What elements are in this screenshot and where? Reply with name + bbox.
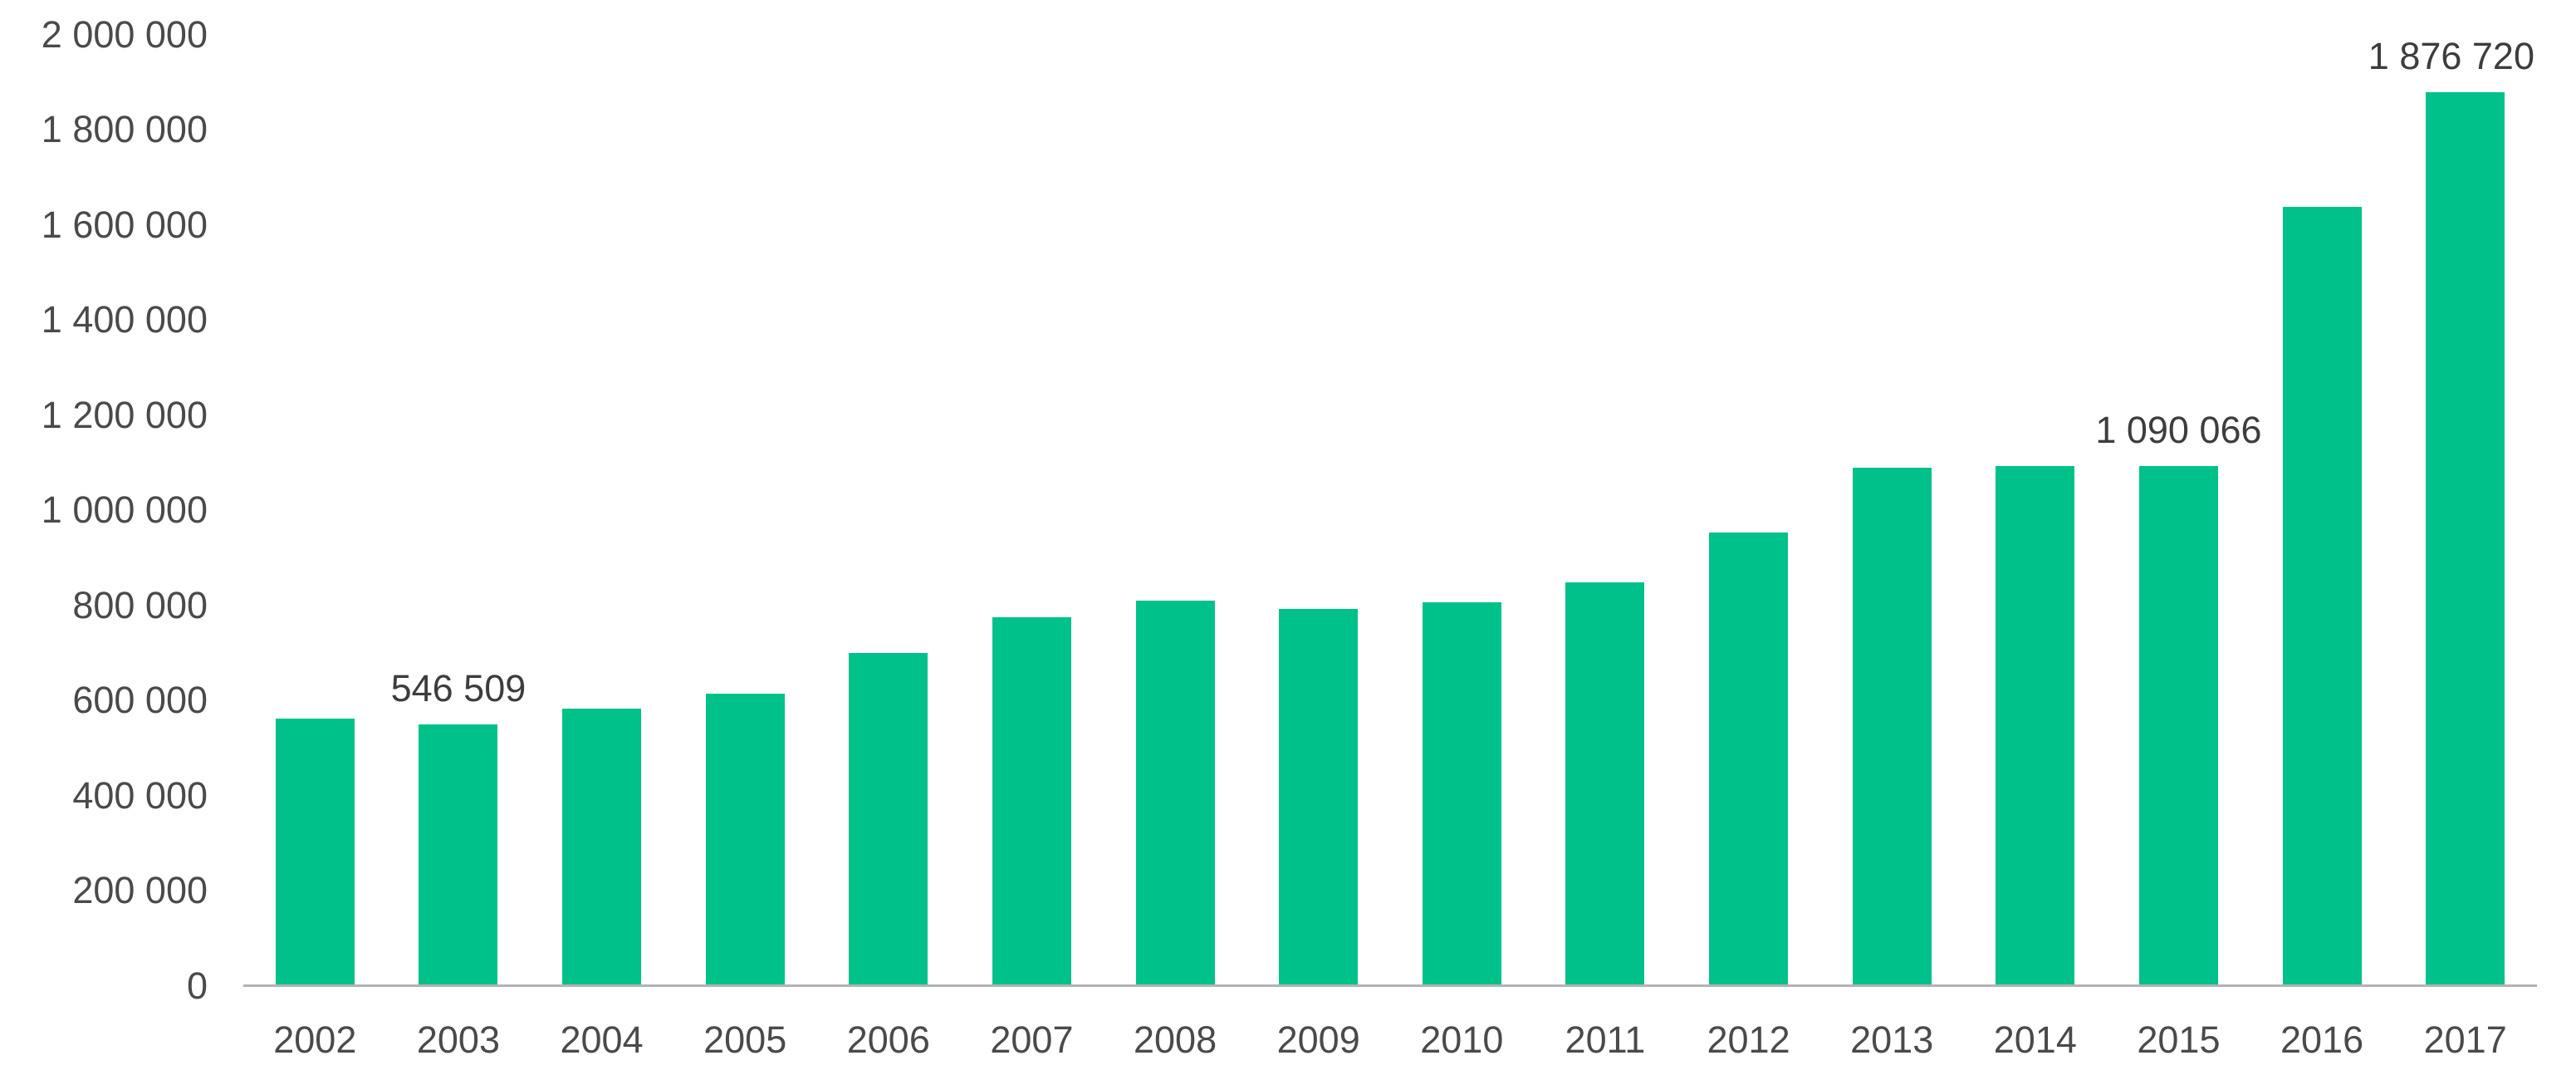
bar-2004 [562,708,642,984]
bar-2011 [1565,582,1645,984]
x-axis-label-2017: 2017 [2423,1019,2507,1061]
y-axis-tick-label: 2 000 000 [41,13,208,56]
bar-2009 [1279,609,1359,984]
bar-2013 [1852,467,1932,984]
y-axis-tick-label: 1 000 000 [41,488,208,532]
x-axis-label-2003: 2003 [416,1019,500,1061]
y-axis-tick-label: 1 800 000 [41,108,208,151]
bar-2007 [992,617,1071,984]
x-axis-label-2010: 2010 [1420,1019,1504,1061]
y-axis-tick-label: 800 000 [72,583,208,626]
y-axis-tick-label: 1 600 000 [41,203,208,246]
x-axis-label-2006: 2006 [846,1019,930,1061]
data-label-2003: 546 509 [390,667,526,710]
x-axis-label-2008: 2008 [1134,1019,1217,1061]
x-axis-label-2004: 2004 [560,1019,644,1061]
x-axis-label-2014: 2014 [1993,1019,2077,1061]
x-axis-label-2013: 2013 [1850,1019,1934,1061]
data-label-2015: 1 090 066 [2095,409,2262,452]
x-axis-line [243,984,2537,987]
bar-2005 [705,694,785,984]
y-axis-tick-label: 400 000 [72,773,208,817]
bar-2010 [1422,602,1501,984]
x-axis-label-2002: 2002 [273,1019,357,1061]
y-axis-tick-label: 600 000 [72,679,208,722]
y-axis-tick-label: 200 000 [72,869,208,912]
bar-2015 [2138,466,2218,984]
y-axis-tick-label: 1 200 000 [41,393,208,436]
x-axis-label-2015: 2015 [2137,1019,2221,1061]
bar-2006 [849,653,928,984]
x-axis-label-2007: 2007 [990,1019,1074,1061]
bar-2012 [1709,533,1789,984]
x-axis-label-2011: 2011 [1565,1019,1646,1061]
bar-2003 [419,724,498,984]
bar-2017 [2426,92,2505,984]
x-axis-label-2005: 2005 [703,1019,787,1061]
bar-2014 [1996,466,2075,984]
y-axis-tick-label: 1 400 000 [41,298,208,341]
x-axis-label-2016: 2016 [2280,1019,2364,1061]
x-axis-label-2009: 2009 [1276,1019,1360,1061]
x-axis-label-2012: 2012 [1707,1019,1790,1061]
bar-2016 [2282,207,2362,984]
data-label-2017: 1 876 720 [2368,35,2534,78]
bar-2002 [275,718,355,984]
y-axis-tick-label: 0 [186,964,208,1007]
bar-2008 [1135,601,1215,984]
